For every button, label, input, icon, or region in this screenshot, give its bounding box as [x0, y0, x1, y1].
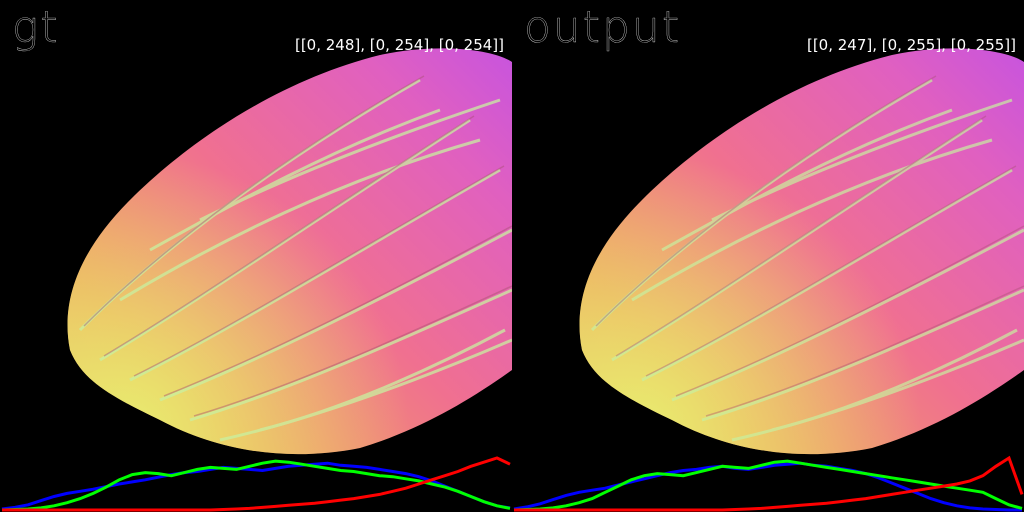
gt-title: gt [12, 2, 60, 53]
gt-histogram-green [1, 459, 511, 512]
gt-panel: gt [[0, 248], [0, 254], [0, 254]] [1, 2, 512, 512]
gt-histogram [1, 456, 511, 512]
gt-histogram-blue [1, 461, 511, 511]
output-histogram-green [513, 459, 1023, 512]
gt-normal-map-image [67, 48, 512, 455]
output-histogram-blue [513, 461, 1022, 512]
output-range-text: [[0, 247], [0, 255], [0, 255]] [806, 36, 1016, 54]
gt-range-text: [[0, 248], [0, 254], [0, 254]] [294, 36, 504, 54]
output-histogram-red [514, 455, 1024, 512]
output-normal-map-image [579, 48, 1024, 455]
output-histogram [513, 455, 1024, 512]
output-title: output [524, 2, 682, 53]
gt-histogram-red [2, 456, 511, 512]
output-panel: output [[0, 247], [0, 255], [0, 255]] [512, 0, 1024, 512]
